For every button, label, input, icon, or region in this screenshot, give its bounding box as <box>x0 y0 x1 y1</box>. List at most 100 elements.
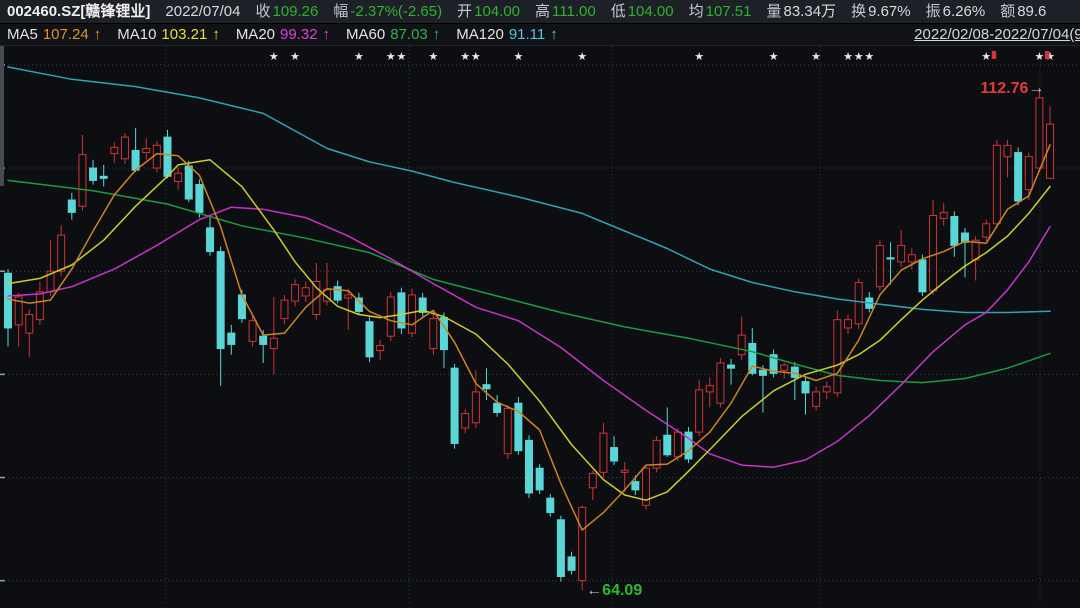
candle-body <box>450 367 459 444</box>
candle-body <box>1014 152 1023 202</box>
candle-body <box>429 318 438 350</box>
candle-body <box>269 337 278 350</box>
event-star-icon: ★ <box>811 51 821 63</box>
candle-body <box>184 165 193 200</box>
candle-body <box>248 320 257 342</box>
candle-body <box>684 431 693 460</box>
candle-body <box>227 332 236 345</box>
candle-body <box>4 272 12 329</box>
candlesticks[interactable] <box>4 88 1055 591</box>
candle-body <box>652 439 661 469</box>
ma-line-ma5 <box>7 144 1051 531</box>
candle-body <box>854 282 863 325</box>
candle-body <box>546 497 555 514</box>
period-high-label: 112.76→ <box>980 80 1044 97</box>
stock-symbol: 002460.SZ[赣锋锂业] <box>7 3 151 20</box>
quote-date: 2022/07/04 <box>165 3 241 20</box>
candle-body <box>14 296 23 326</box>
ma20-readout: MA20 99.32 ↑ <box>235 26 331 43</box>
candle-body <box>67 199 76 213</box>
candle-body <box>365 321 374 358</box>
candle-body <box>960 232 969 243</box>
candle-body <box>397 292 406 329</box>
ma-indicator-bar: MA5 107.24 ↑ MA10 103.21 ↑ MA20 99.32 ↑ MA60 87… <box>0 24 1080 46</box>
candle-body <box>25 314 34 334</box>
event-star-icon: ★ <box>428 51 438 63</box>
candle-body <box>567 556 576 571</box>
candle-body <box>578 506 587 582</box>
candle-body <box>641 467 650 506</box>
event-star-icon: ★ <box>396 51 406 63</box>
candle-body <box>503 407 512 455</box>
event-star-icon: ★ <box>981 51 991 63</box>
field-volume: 量 83.34万 <box>766 3 837 20</box>
candle-body <box>152 144 161 169</box>
candle-body <box>354 297 363 312</box>
event-star-icon: ★ <box>386 51 396 63</box>
ma60-readout: MA60 87.03 ↑ <box>346 26 441 43</box>
ma120-up-arrow-icon: ↑ <box>550 26 558 43</box>
candle-body <box>471 391 480 424</box>
candle-body <box>120 136 129 160</box>
candle-body <box>801 381 810 394</box>
ma20-up-arrow-icon: ↑ <box>322 26 331 43</box>
candle-body <box>163 136 172 177</box>
candle-body <box>897 244 906 263</box>
candle-body <box>886 257 895 260</box>
event-flag-icon <box>991 51 997 59</box>
event-star-icon: ★ <box>1034 51 1044 63</box>
candle-body <box>174 172 183 182</box>
event-markers: ★ ★ ★ ★ ★ ★ ★ ★ ★ ★ ★ ★ ★ ★ ★ ★ ★ ★ ★ <box>269 51 1055 63</box>
candle-body <box>599 432 608 473</box>
field-low: 低 104.00 <box>610 3 674 20</box>
candle-body <box>556 519 565 578</box>
candle-body <box>631 481 640 491</box>
field-turnover-rate: 换 9.67% <box>851 3 911 20</box>
quote-header-bar: 002460.SZ[赣锋锂业] 2022/07/04 收 109.26 幅 -2.3… <box>0 0 1080 24</box>
ma-line-ma120 <box>7 66 1051 314</box>
candle-body <box>950 216 959 246</box>
candle-body <box>535 467 544 491</box>
candle-body <box>982 223 991 238</box>
ma120-readout: MA120 91.11 ↑ <box>456 26 558 43</box>
field-close: 收 109.26 <box>255 3 319 20</box>
candle-body <box>1035 97 1044 169</box>
field-amount: 额 89.6 <box>1000 3 1047 20</box>
candle-body <box>588 472 597 489</box>
candle-body <box>99 175 108 179</box>
candle-body <box>35 291 44 321</box>
candle-body <box>322 289 331 302</box>
date-range-link[interactable]: 2022/02/08-2022/07/04(99 <box>914 26 1080 43</box>
event-star-icon: ★ <box>694 51 704 63</box>
candle-body <box>875 244 884 288</box>
candle-body <box>439 317 448 351</box>
ma5-readout: MA5 107.24 ↑ <box>7 26 102 43</box>
candle-body <box>727 364 736 369</box>
event-star-icon: ★ <box>290 51 300 63</box>
candle-body <box>610 447 619 462</box>
field-amplitude: 振 6.26% <box>925 3 986 20</box>
candle-body <box>907 254 916 263</box>
candle-body <box>131 150 140 171</box>
event-star-icon: ★ <box>460 51 470 63</box>
field-avg: 均 107.51 <box>688 3 752 20</box>
candle-body <box>992 144 1001 225</box>
candle-body <box>812 391 821 407</box>
event-star-icon: ★ <box>843 51 853 63</box>
candle-body <box>790 366 799 378</box>
candle-body <box>780 364 789 371</box>
candle-body <box>769 354 778 374</box>
candle-body <box>206 227 215 253</box>
candle-body <box>195 184 204 213</box>
ma10-readout: MA10 103.21 ↑ <box>117 26 220 43</box>
left-edge-strip <box>0 46 4 186</box>
event-star-icon: ★ <box>269 51 279 63</box>
period-low-label: ←64.09 <box>586 582 642 599</box>
candle-body <box>78 154 87 207</box>
candle-body <box>482 384 491 390</box>
candle-body <box>748 342 757 374</box>
ma5-up-arrow-icon: ↑ <box>93 26 102 43</box>
